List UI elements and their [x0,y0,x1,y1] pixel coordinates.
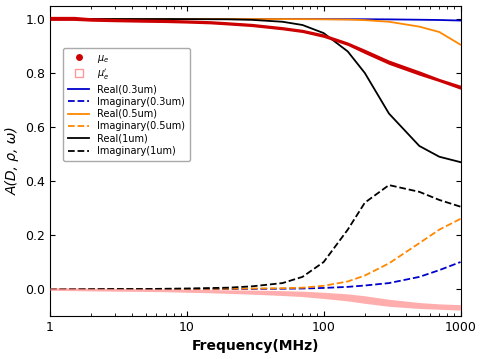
Y-axis label: A(D, ρ, ω): A(D, ρ, ω) [6,126,20,195]
Legend: $\mu_e$, $\mu_e'$, Real(0.3um), Imaginary(0.3um), Real(0.5um), Imaginary(0.5um),: $\mu_e$, $\mu_e'$, Real(0.3um), Imaginar… [63,48,190,161]
X-axis label: Frequency(MHz): Frequency(MHz) [191,340,319,354]
